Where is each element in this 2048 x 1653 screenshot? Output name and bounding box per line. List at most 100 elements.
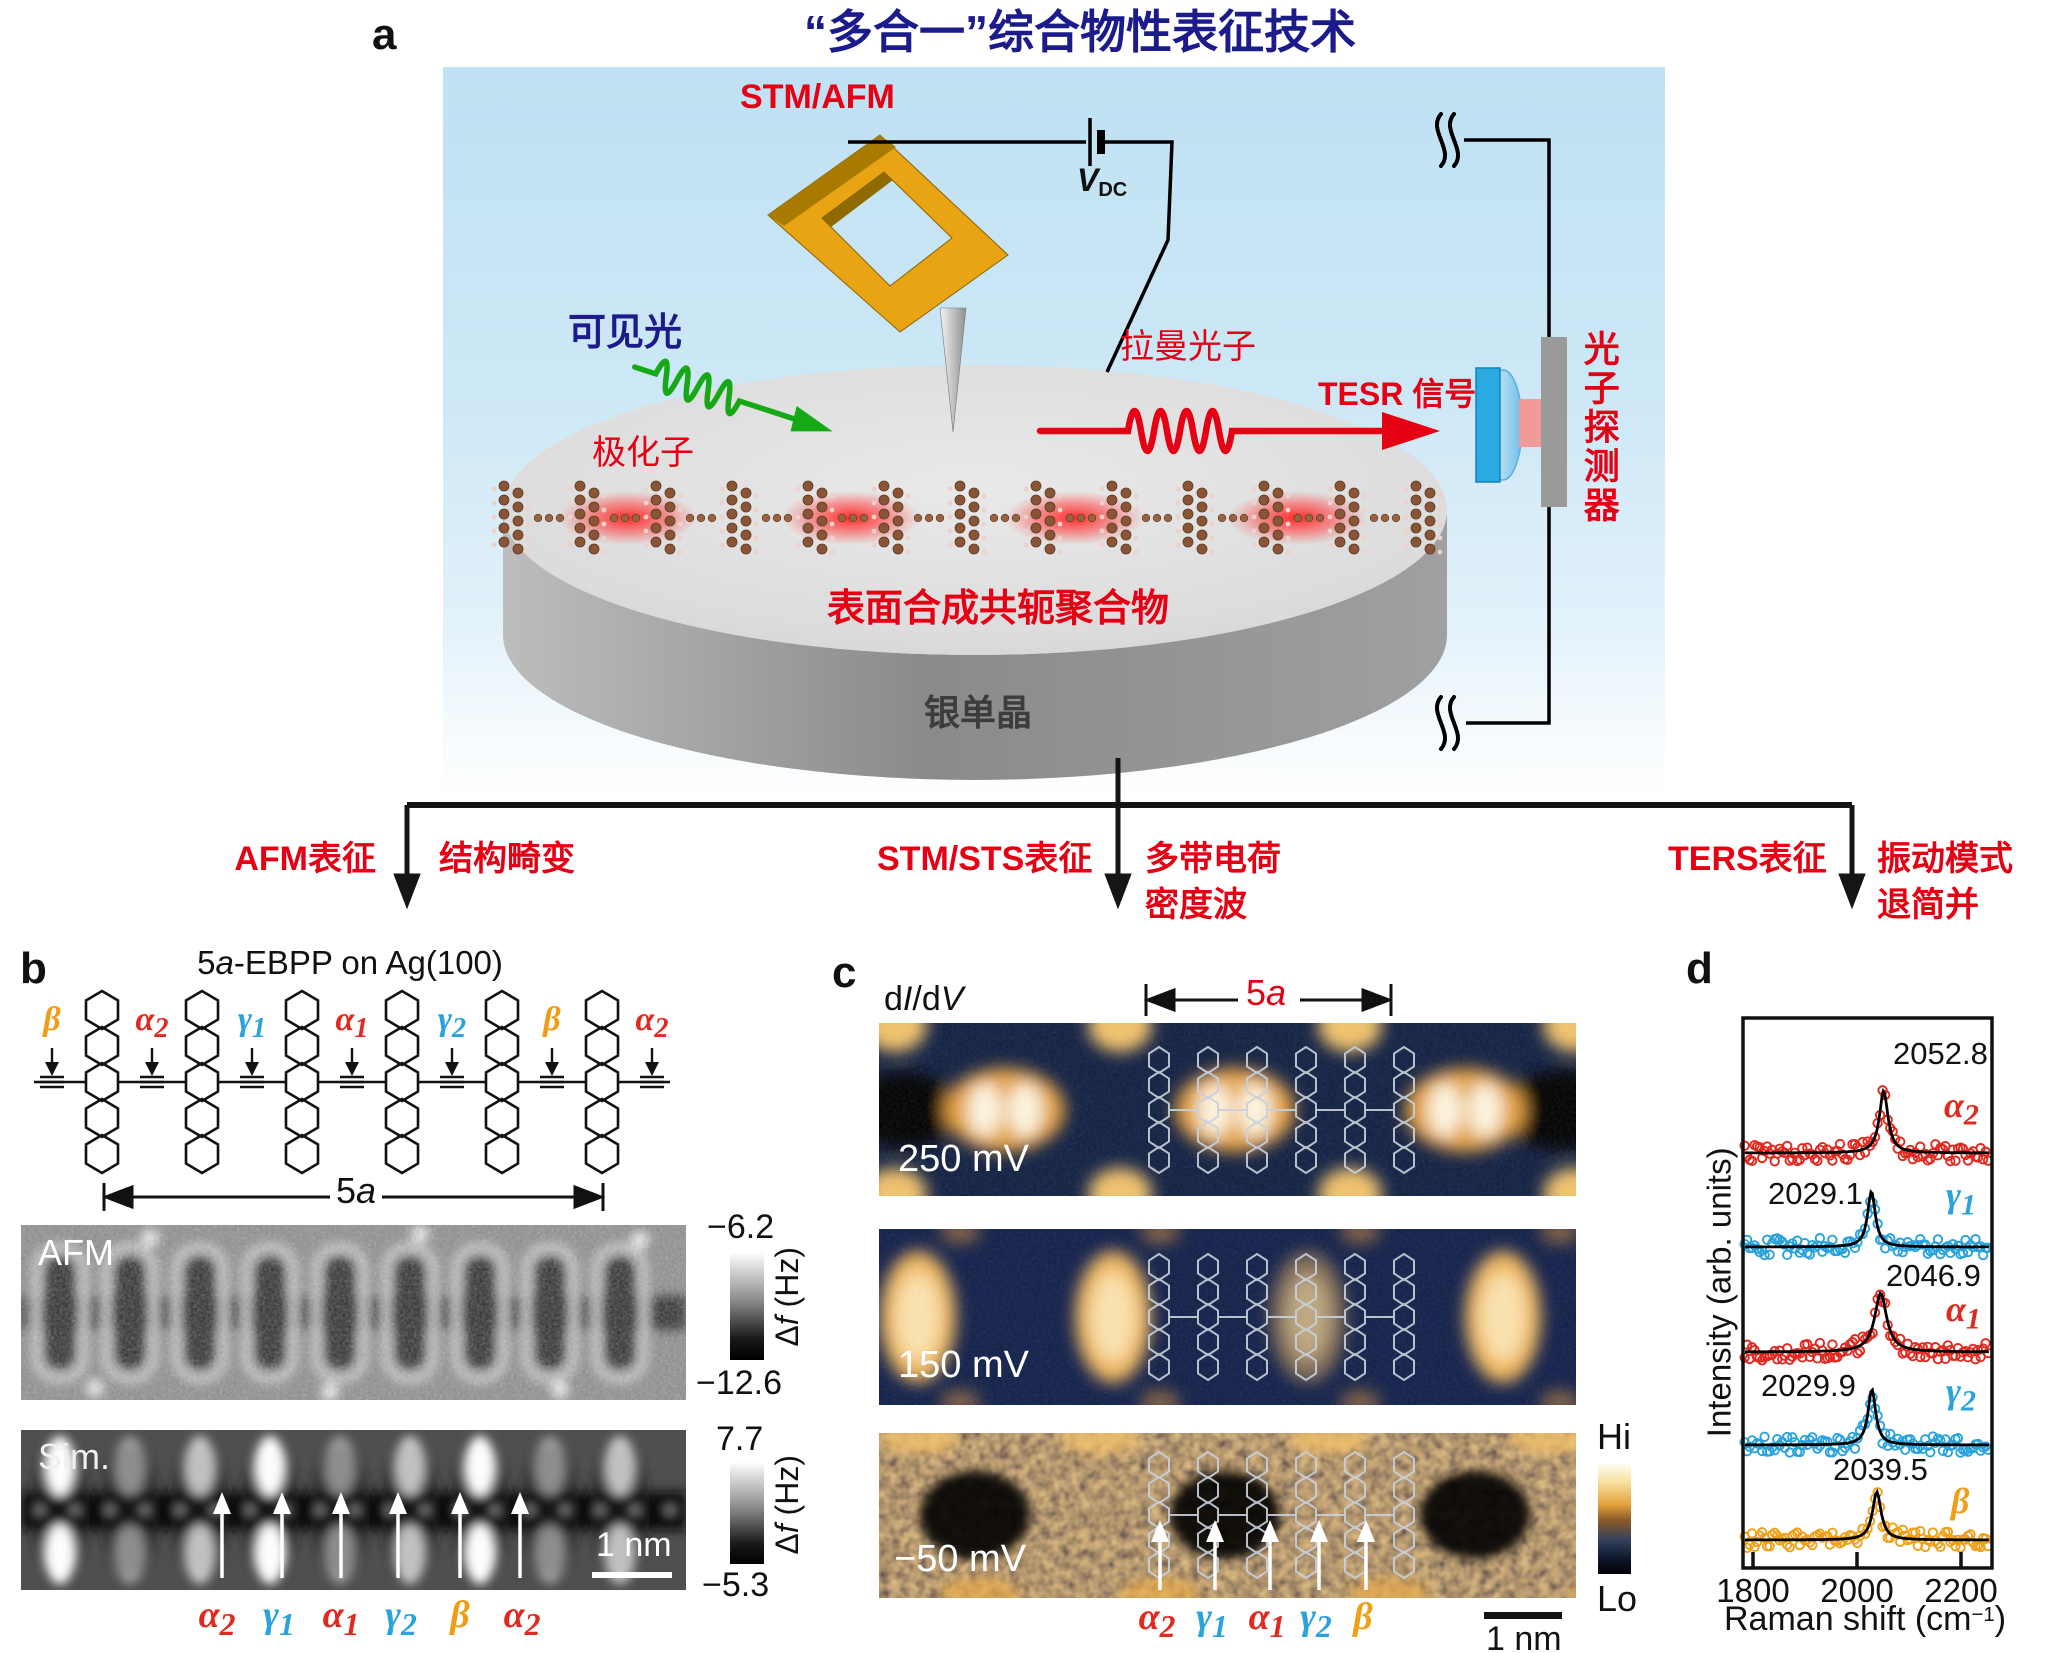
scatter-point	[1945, 1155, 1956, 1167]
detector-cable	[1464, 138, 1551, 725]
h-atom	[567, 542, 573, 548]
c-atom	[802, 480, 814, 492]
h-atom	[1209, 507, 1215, 513]
scatter-point	[1782, 1431, 1793, 1443]
c-atom	[512, 515, 524, 527]
c-span-arrow	[1143, 984, 1394, 1016]
c-atom	[1030, 522, 1042, 534]
c-atom	[816, 501, 828, 513]
bond-arrow-head	[145, 1062, 159, 1076]
c-atom	[1106, 494, 1118, 506]
h-atom	[829, 535, 835, 541]
h-atom	[829, 507, 835, 513]
c-atom	[1120, 487, 1132, 499]
c-atom	[1424, 487, 1436, 499]
h-atom	[1023, 528, 1029, 534]
scatter-point	[1839, 1247, 1851, 1258]
h-atom	[677, 549, 683, 555]
c-atom	[498, 508, 510, 520]
sensor-chip	[1519, 399, 1543, 447]
probe-tip	[939, 307, 967, 433]
overlay-ring	[1246, 1352, 1268, 1382]
h-atom	[753, 549, 759, 555]
c-atom	[1120, 529, 1132, 541]
c3-bright-streak	[1510, 1433, 1576, 1454]
overlay-ring	[1393, 1145, 1415, 1175]
bridge-atom	[1163, 513, 1173, 523]
c-atom	[574, 508, 586, 520]
c-atom	[1410, 508, 1422, 520]
scatter-point	[1915, 1234, 1926, 1245]
h-atom	[981, 521, 987, 527]
h-atom	[1361, 535, 1367, 541]
sim-halo	[30, 1444, 90, 1576]
h-atom	[871, 514, 877, 520]
sim-lobe	[115, 1436, 145, 1496]
c-atom	[1120, 543, 1132, 555]
h-atom	[567, 500, 573, 506]
h-atom	[1437, 521, 1443, 527]
sim-chain-dot	[351, 1506, 359, 1514]
sim-lobe	[535, 1436, 565, 1496]
h-atom	[1133, 507, 1139, 513]
c-atom	[968, 515, 980, 527]
c-atom	[1258, 480, 1270, 492]
benzene-ring	[84, 1025, 120, 1067]
h-atom	[871, 542, 877, 548]
scatter-point	[1950, 1541, 1961, 1552]
c-atom	[802, 522, 814, 534]
benzene-ring	[584, 989, 620, 1031]
h-atom	[719, 514, 725, 520]
bridge-atom	[783, 513, 793, 523]
c-atom	[740, 515, 752, 527]
h-atom	[905, 521, 911, 527]
scatter-point	[1900, 1444, 1911, 1455]
c-atom	[816, 543, 828, 555]
c-atom	[512, 529, 524, 541]
c-atom	[1334, 480, 1346, 492]
c-atom	[1424, 543, 1436, 555]
sim-lobe	[395, 1524, 425, 1584]
scatter-point	[1746, 1155, 1758, 1167]
c-atom	[878, 494, 890, 506]
c-atom	[1272, 487, 1284, 499]
h-atom	[601, 507, 607, 513]
c-atom	[664, 487, 676, 499]
c-atom	[1106, 480, 1118, 492]
h-atom	[1099, 542, 1105, 548]
scatter-point	[1814, 1233, 1826, 1244]
h-atom	[1099, 500, 1105, 506]
c-atom	[1334, 522, 1346, 534]
h-atom	[491, 528, 497, 534]
benzene-ring	[84, 1133, 120, 1175]
sim-halo	[240, 1444, 300, 1576]
scatter-point	[1827, 1234, 1838, 1245]
bridge-atom	[848, 513, 858, 523]
h-atom	[947, 486, 953, 492]
benzene-ring	[484, 1025, 520, 1067]
h-atom	[1023, 486, 1029, 492]
c-atom	[740, 529, 752, 541]
overlay-ring	[1148, 1352, 1170, 1382]
h-atom	[677, 521, 683, 527]
c3-dark-blob	[1420, 1471, 1530, 1559]
scatter-point	[1957, 1247, 1969, 1259]
h-atom	[795, 486, 801, 492]
h-atom	[795, 500, 801, 506]
sim-chain-dot	[631, 1506, 639, 1514]
raman-axes	[1741, 1016, 1994, 1570]
h-atom	[1285, 507, 1291, 513]
h-atom	[905, 549, 911, 555]
h-atom	[1403, 514, 1409, 520]
bridge-atom	[707, 513, 717, 523]
sim-halo	[380, 1444, 440, 1576]
h-atom	[1175, 528, 1181, 534]
afm-noise	[21, 1225, 686, 1400]
overlay-ring	[1148, 1145, 1170, 1175]
benzene-ring	[284, 1097, 320, 1139]
sim-halo	[100, 1444, 160, 1576]
circuit-wire	[848, 140, 1174, 373]
sim-chain-dot	[71, 1506, 79, 1514]
c-atom	[968, 487, 980, 499]
c-atom	[664, 543, 676, 555]
